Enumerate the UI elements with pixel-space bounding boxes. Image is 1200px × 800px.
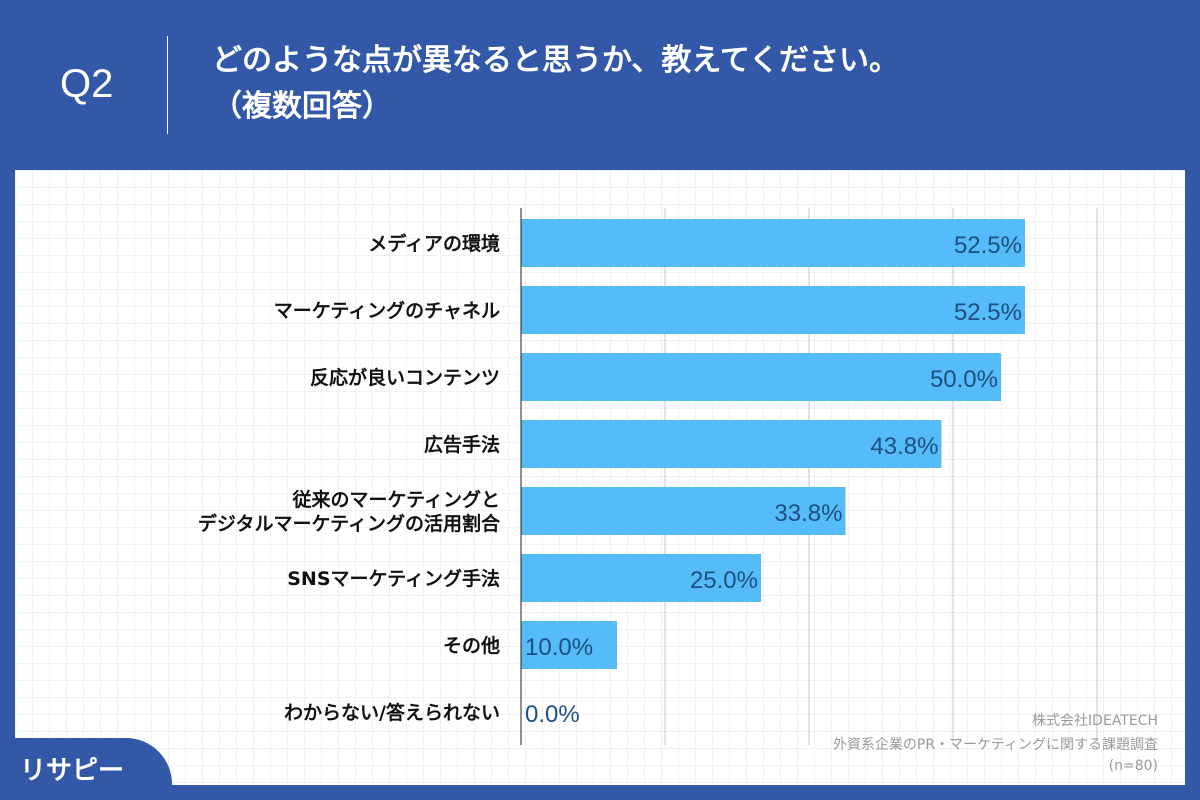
value-label: 25.0% [690, 567, 758, 594]
survey-note: 外資系企業のPR・マーケティングに関する課題調査 [832, 737, 1158, 753]
category-label: SNSマーケティング手法 [287, 567, 500, 590]
question-title: どのような点が異なると思うか、教えてください。 （複数回答） [212, 38, 899, 130]
sample-size: (n=80) [1108, 758, 1158, 774]
category-label: 反応が良いコンテンツ [310, 366, 500, 389]
company-note: 株式会社IDEATECH [1032, 713, 1158, 729]
bar [521, 487, 846, 535]
logo-text: リサピー [20, 756, 125, 786]
category-label: マーケティングのチャネル [274, 299, 500, 322]
bar [521, 219, 1025, 267]
category-label: 広告手法 [424, 433, 500, 456]
value-label: 52.5% [954, 299, 1022, 326]
bar [521, 554, 761, 602]
title-line-1: どのような点が異なると思うか、教えてください。 [212, 43, 899, 78]
bar [521, 420, 942, 468]
value-label: 33.8% [774, 500, 842, 527]
category-label: 従来のマーケティングと [292, 488, 500, 511]
question-number: Q2 [60, 62, 114, 106]
logo: リサピー [0, 738, 172, 800]
category-label: デジタルマーケティングの活用割合 [198, 512, 501, 535]
category-label: わからない/答えられない [284, 701, 500, 724]
category-label: その他 [443, 634, 500, 657]
value-label: 10.0% [525, 634, 593, 661]
bar [521, 621, 617, 669]
value-label: 50.0% [930, 366, 998, 393]
chart-panel [15, 170, 1185, 785]
category-label: メディアの環境 [368, 232, 500, 255]
value-label: 43.8% [870, 433, 938, 460]
bar [521, 353, 1001, 401]
bar [521, 286, 1025, 334]
value-label: 52.5% [954, 232, 1022, 259]
header-divider [167, 36, 168, 134]
title-line-2: （複数回答） [212, 89, 392, 124]
value-label: 0.0% [525, 701, 580, 728]
